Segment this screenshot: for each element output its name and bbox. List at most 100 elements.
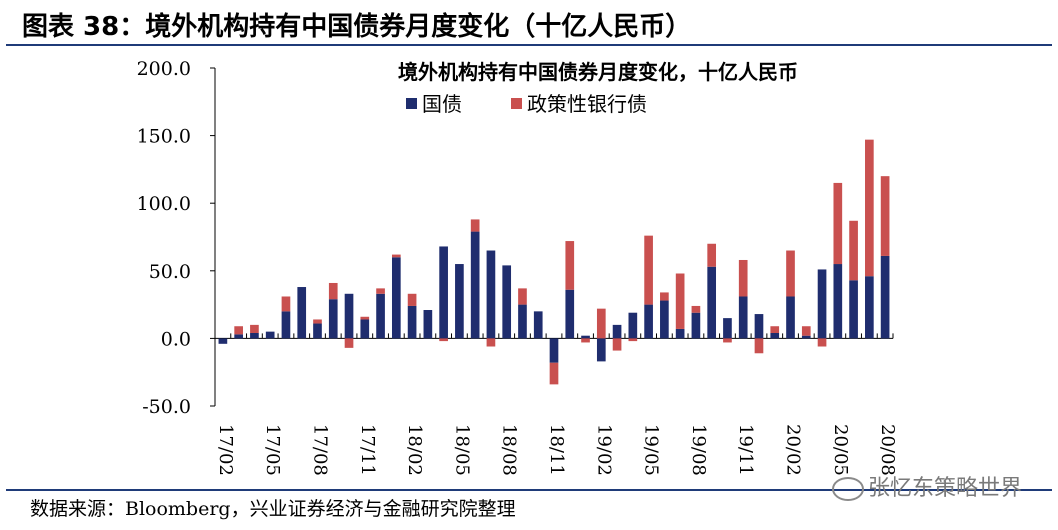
bar-policy-bank-18-12 [565,241,575,290]
watermark: 张忆东策略世界 [831,470,1022,502]
bar-guozhai-19-03 [612,324,622,339]
bar-policy-bank-18-04 [439,338,448,342]
x-tick-label: 19/11 [735,424,756,476]
bar-guozhai-17-12 [376,293,385,339]
bar-guozhai-20-07 [865,276,874,339]
bar-guozhai-17-04 [250,332,259,339]
bar-guozhai-18-06 [470,231,480,339]
bar-policy-bank-17-11 [360,316,370,320]
bar-policy-bank-20-07 [865,139,874,277]
bar-guozhai-19-11 [738,296,748,339]
bar-policy-bank-17-06 [281,296,291,312]
x-tick-label: 17/08 [309,424,330,476]
bar-policy-bank-20-02 [786,250,795,297]
chart-title: 境外机构持有中国债券月度变化，十亿人民币 [398,60,798,84]
figure-title: 图表 38：境外机构持有中国债券月度变化（十亿人民币） [0,6,1058,42]
bar-guozhai-20-06 [849,280,858,339]
bar-policy-bank-19-02 [596,308,606,339]
bar-guozhai-18-02 [407,305,417,339]
bar-guozhai-18-12 [565,289,575,339]
bar-policy-bank-19-10 [723,338,732,343]
y-tick-label: 200.0 [137,58,191,80]
x-tick-label: 19/05 [641,424,662,476]
bar-guozhai-18-08 [502,265,512,339]
x-tick-label: 18/05 [451,424,472,476]
bar-policy-bank-17-03 [234,326,243,335]
bar-guozhai-19-10 [723,318,732,339]
bar-policy-bank-18-06 [470,219,480,232]
bar-policy-bank-18-09 [518,288,527,305]
chart-axes: -50.0 0.0 50.0 100.0 150.0 200.0 17/02 17/05 17/… [137,58,899,476]
bar-guozhai-19-01 [581,335,590,339]
bar-policy-bank-17-04 [250,324,259,333]
y-tick-label: 50.0 [149,261,191,283]
bar-guozhai-17-06 [281,311,291,339]
legend-label: 政策性银行债 [527,92,647,116]
bar-guozhai-18-10 [533,311,543,339]
y-tick-label: -50.0 [142,396,191,418]
bar-guozhai-18-05 [455,264,464,339]
bar-policy-bank-20-08 [880,176,890,256]
bar-guozhai-17-03 [234,334,243,339]
bar-guozhai-19-07 [675,328,685,339]
bar-guozhai-20-02 [786,296,795,339]
bar-guozhai-18-03 [423,310,433,339]
bar-policy-bank-20-06 [849,220,858,281]
bar-chart: -50.0 0.0 50.0 100.0 150.0 200.0 17/02 17/05 17/… [137,58,899,476]
bar-policy-bank-17-09 [328,282,338,300]
bar-guozhai-19-02 [596,338,606,362]
bottom-rule [6,489,1052,491]
bar-policy-bank-19-07 [675,273,685,329]
bar-policy-bank-18-11 [549,362,559,385]
bar-policy-bank-20-05 [833,182,843,265]
x-tick-label: 18/02 [404,424,425,476]
figure-title-text: 图表 38：境外机构持有中国债券月度变化（十亿人民币） [22,12,692,42]
bar-guozhai-17-08 [313,323,322,339]
bar-policy-bank-18-02 [407,293,417,306]
y-tick-label: 0.0 [161,328,191,350]
x-tick-label: 18/08 [499,424,520,476]
x-tick-label: 17/02 [215,424,236,476]
chart-legend: 国债 政策性银行债 [406,92,647,116]
x-tick-label: 20/02 [783,424,804,476]
bar-guozhai-18-01 [391,257,401,339]
bar-guozhai-17-09 [328,299,338,339]
legend-swatch [511,98,522,109]
bar-policy-bank-19-12 [754,338,764,354]
bar-guozhai-19-09 [707,266,717,339]
legend-label: 国债 [422,92,462,116]
y-tick-label: 100.0 [137,193,191,215]
top-rule [6,44,1052,46]
bar-guozhai-18-11 [549,338,559,363]
source-note: 数据来源：Bloomberg，兴业证券经济与金融研究院整理 [30,498,516,520]
bar-policy-bank-17-08 [313,319,322,324]
bar-guozhai-19-06 [660,300,669,339]
bar-guozhai-17-11 [360,319,370,339]
bar-guozhai-19-05 [644,304,653,339]
bar-guozhai-18-09 [518,304,527,339]
bar-policy-bank-18-07 [486,338,496,347]
bar-guozhai-18-07 [486,250,496,339]
x-tick-label: 20/05 [830,424,851,476]
bar-guozhai-17-05 [265,331,275,339]
bar-guozhai-20-05 [833,264,843,339]
bar-guozhai-17-07 [297,287,307,339]
wechat-icon [831,477,864,501]
x-tick-label: 20/08 [877,424,898,476]
bar-guozhai-17-10 [344,293,354,339]
y-tick-label: 150.0 [137,126,191,148]
bar-guozhai-18-04 [439,246,448,339]
bar-policy-bank-17-10 [344,338,354,348]
bar-policy-bank-18-01 [391,254,401,258]
bar-policy-bank-20-01 [770,326,780,333]
bar-policy-bank-19-11 [738,259,748,297]
bar-policy-bank-19-04 [628,338,638,342]
watermark-text: 张忆东策略世界 [867,476,1022,501]
x-tick-label: 18/11 [546,424,567,476]
bar-guozhai-19-08 [691,312,701,339]
bar-policy-bank-17-12 [376,288,385,294]
bar-policy-bank-19-09 [707,243,717,267]
x-tick-label: 19/08 [688,424,709,476]
bar-guozhai-20-01 [770,332,780,339]
bar-guozhai-20-04 [817,269,827,339]
